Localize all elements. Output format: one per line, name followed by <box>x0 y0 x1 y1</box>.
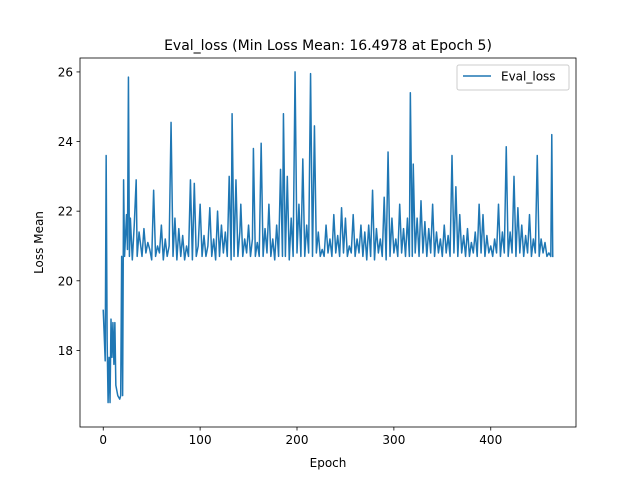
y-axis-label: Loss Mean <box>32 211 46 274</box>
series-line-eval-loss <box>102 71 554 404</box>
y-axis-ticks: 18 20 22 24 26 <box>58 65 80 358</box>
x-tick-label: 300 <box>382 433 405 447</box>
legend-label-eval-loss: Eval_loss <box>501 70 556 84</box>
y-tick-label: 18 <box>58 344 73 358</box>
x-tick-label: 100 <box>189 433 212 447</box>
y-tick-label: 20 <box>58 274 73 288</box>
x-tick-label: 200 <box>286 433 309 447</box>
x-tick-label: 400 <box>479 433 502 447</box>
y-tick-label: 26 <box>58 65 73 79</box>
series-layer <box>102 71 554 404</box>
legend-box <box>456 64 570 91</box>
x-axis-label: Epoch <box>310 456 347 470</box>
plot-area <box>79 57 577 428</box>
y-tick-label: 22 <box>58 205 73 219</box>
x-tick-label: 0 <box>99 433 107 447</box>
chart-title: Eval_loss (Min Loss Mean: 16.4978 at Epo… <box>164 38 492 54</box>
y-tick-label: 24 <box>58 135 73 149</box>
x-axis-ticks: 0 100 200 300 400 <box>99 427 502 447</box>
plot-frame <box>79 57 577 428</box>
legend: Eval_loss <box>456 64 570 91</box>
